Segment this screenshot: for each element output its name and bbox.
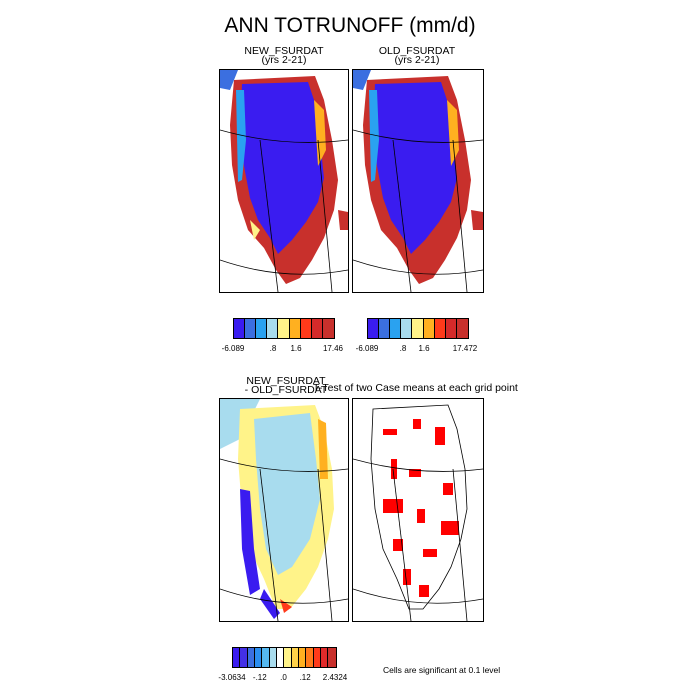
panel-title-diff-line1: NEW_FSURDAT	[246, 375, 326, 387]
panel-title-ttest: T-Test of two Case means at each grid po…	[313, 382, 518, 394]
map-old-graticule	[353, 129, 483, 292]
colorbar-diff-tick-0: -3.0634	[218, 673, 246, 682]
colorbar-diff-tick-1: -.12	[252, 673, 267, 682]
colorbar-diff-swatch	[233, 648, 241, 667]
panel-title-new: NEW_FSURDAT (yrs 2-21)	[220, 45, 348, 66]
colorbar-old-swatch	[401, 319, 413, 338]
colorbar-new-swatch	[322, 319, 334, 338]
colorbar-old-ticks: -6.089 .8 1.6 17.472	[356, 344, 478, 356]
colorbar-new	[233, 318, 335, 339]
panel-title-old-line1: OLD_FSURDAT	[378, 45, 456, 57]
colorbar-new-tick-1: .8	[269, 344, 277, 353]
colorbar-diff-tick-3: .12	[299, 673, 311, 682]
colorbar-new-swatch	[256, 319, 268, 338]
colorbar-old-swatch	[456, 319, 468, 338]
colorbar-new-swatch	[267, 319, 279, 338]
colorbar-old-tick-3: 17.472	[452, 344, 478, 353]
colorbar-diff-swatch	[328, 648, 336, 667]
colorbar-diff-swatch	[240, 648, 248, 667]
colorbar-new-tick-0: -6.089	[221, 344, 245, 353]
map-ttest-graticule	[353, 458, 483, 621]
significance-note: Cells are significant at 0.1 level	[383, 665, 501, 675]
colorbar-old-tick-1: .8	[399, 344, 407, 353]
colorbar-old-swatch	[379, 319, 391, 338]
colorbar-old-swatch	[412, 319, 424, 338]
map-panel-new	[219, 69, 349, 293]
colorbar-new-ticks: -6.089 .8 1.6 17.46	[222, 344, 343, 356]
map-panel-old	[352, 69, 484, 293]
colorbar-diff-swatch	[306, 648, 314, 667]
main-title: ANN TOTRUNOFF (mm/d)	[224, 14, 476, 37]
panel-title-old: OLD_FSURDAT (yrs 2-21)	[352, 45, 482, 66]
map-panel-diff	[219, 398, 349, 622]
map-panel-ttest	[352, 398, 484, 622]
colorbar-diff-ticks: -3.0634 -.12 .0 .12 2.4324	[218, 673, 347, 685]
colorbar-old	[367, 318, 469, 339]
colorbar-old-tick-0: -6.089	[355, 344, 379, 353]
map-diff-graticule	[220, 458, 348, 621]
colorbar-diff-swatch	[277, 648, 285, 667]
colorbar-new-swatch	[234, 319, 246, 338]
colorbar-diff-swatch	[291, 648, 300, 667]
colorbar-new-tick-3: 17.46	[322, 344, 344, 353]
colorbar-new-tick-2: 1.6	[290, 344, 302, 353]
panel-title-new-line1: NEW_FSURDAT	[244, 45, 324, 57]
colorbar-diff-swatch	[299, 648, 307, 667]
colorbar-old-tick-2: 1.6	[418, 344, 430, 353]
colorbar-diff-swatch	[247, 648, 256, 667]
colorbar-old-swatch	[368, 319, 380, 338]
colorbar-new-swatch	[311, 319, 323, 338]
colorbar-old-swatch	[390, 319, 402, 338]
colorbar-diff-swatch	[269, 648, 278, 667]
colorbar-diff-swatch	[284, 648, 292, 667]
colorbar-diff-swatch	[313, 648, 322, 667]
colorbar-diff-tick-4: 2.4324	[322, 673, 348, 682]
map-old-land	[353, 70, 483, 292]
colorbar-new-swatch	[289, 319, 301, 338]
colorbar-diff-swatch	[255, 648, 263, 667]
colorbar-diff	[232, 647, 337, 668]
colorbar-old-swatch	[434, 319, 446, 338]
colorbar-diff-tick-2: .0	[280, 673, 287, 682]
map-ttest-significant-cells	[383, 419, 459, 597]
colorbar-old-swatch	[423, 319, 435, 338]
panel-title-new-line2: (yrs 2-21)	[261, 54, 307, 66]
panel-title-diff-line2: - OLD_FSURDAT	[244, 384, 328, 396]
colorbar-new-swatch	[245, 319, 257, 338]
colorbar-diff-swatch	[321, 648, 329, 667]
panel-title-diff: NEW_FSURDAT - OLD_FSURDAT	[222, 375, 350, 396]
colorbar-diff-swatch	[262, 648, 270, 667]
map-diff-land	[220, 399, 348, 621]
panel-title-old-line2: (yrs 2-21)	[394, 54, 440, 66]
colorbar-new-swatch	[278, 319, 290, 338]
map-new-graticule	[220, 129, 348, 292]
colorbar-old-swatch	[445, 319, 457, 338]
map-new-land	[220, 70, 348, 292]
colorbar-new-swatch	[300, 319, 312, 338]
